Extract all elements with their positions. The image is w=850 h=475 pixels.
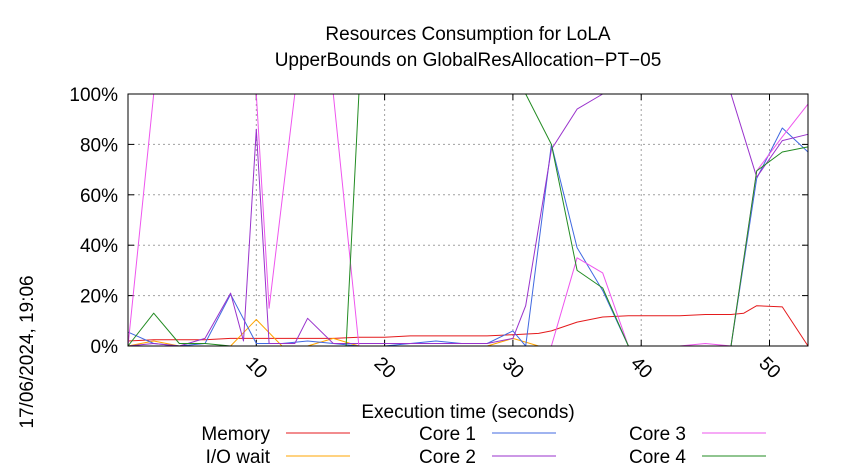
y-axis-ticks: 0% 20% 40% 60% 80% 100%: [69, 85, 808, 358]
series-line-core-4: [127, 93, 809, 347]
grid-lines: [128, 94, 808, 346]
legend-label-memory: Memory: [201, 424, 270, 445]
y-tick-label: 100%: [69, 85, 118, 106]
y-tick-label: 40%: [80, 236, 118, 257]
y-tick-label: 80%: [80, 135, 118, 156]
y-tick-label: 20%: [80, 287, 118, 308]
series-line-core-2: [127, 93, 809, 347]
chart-subtitle: UpperBounds on GlobalResAllocation−PT−05: [275, 50, 662, 71]
y-tick-label: 60%: [80, 186, 118, 207]
legend-label-i-o-wait: I/O wait: [206, 447, 271, 468]
legend-label-core-4: Core 4: [629, 447, 686, 468]
x-tick-label: 30: [498, 353, 528, 383]
y-tick-label: 0%: [91, 337, 119, 358]
x-axis-label: Execution time (seconds): [361, 402, 574, 423]
x-tick-label: 10: [241, 353, 271, 383]
chart-title: Resources Consumption for LoLA: [325, 24, 610, 45]
series-line-core-1: [127, 127, 809, 347]
x-tick-label: 20: [370, 353, 400, 383]
legend-label-core-2: Core 2: [419, 447, 476, 468]
series-line-core-3: [127, 93, 809, 347]
x-tick-label: 50: [754, 353, 784, 383]
legend-label-core-1: Core 1: [419, 424, 476, 445]
x-tick-label: 40: [626, 353, 656, 383]
series-line-i-o-wait: [127, 319, 808, 347]
series-lines: [127, 93, 809, 347]
legend-label-core-3: Core 3: [629, 424, 686, 445]
timestamp: 17/06/2024, 19:06: [17, 275, 38, 428]
series-line-memory: [127, 305, 809, 347]
plot-frame: [127, 93, 809, 347]
